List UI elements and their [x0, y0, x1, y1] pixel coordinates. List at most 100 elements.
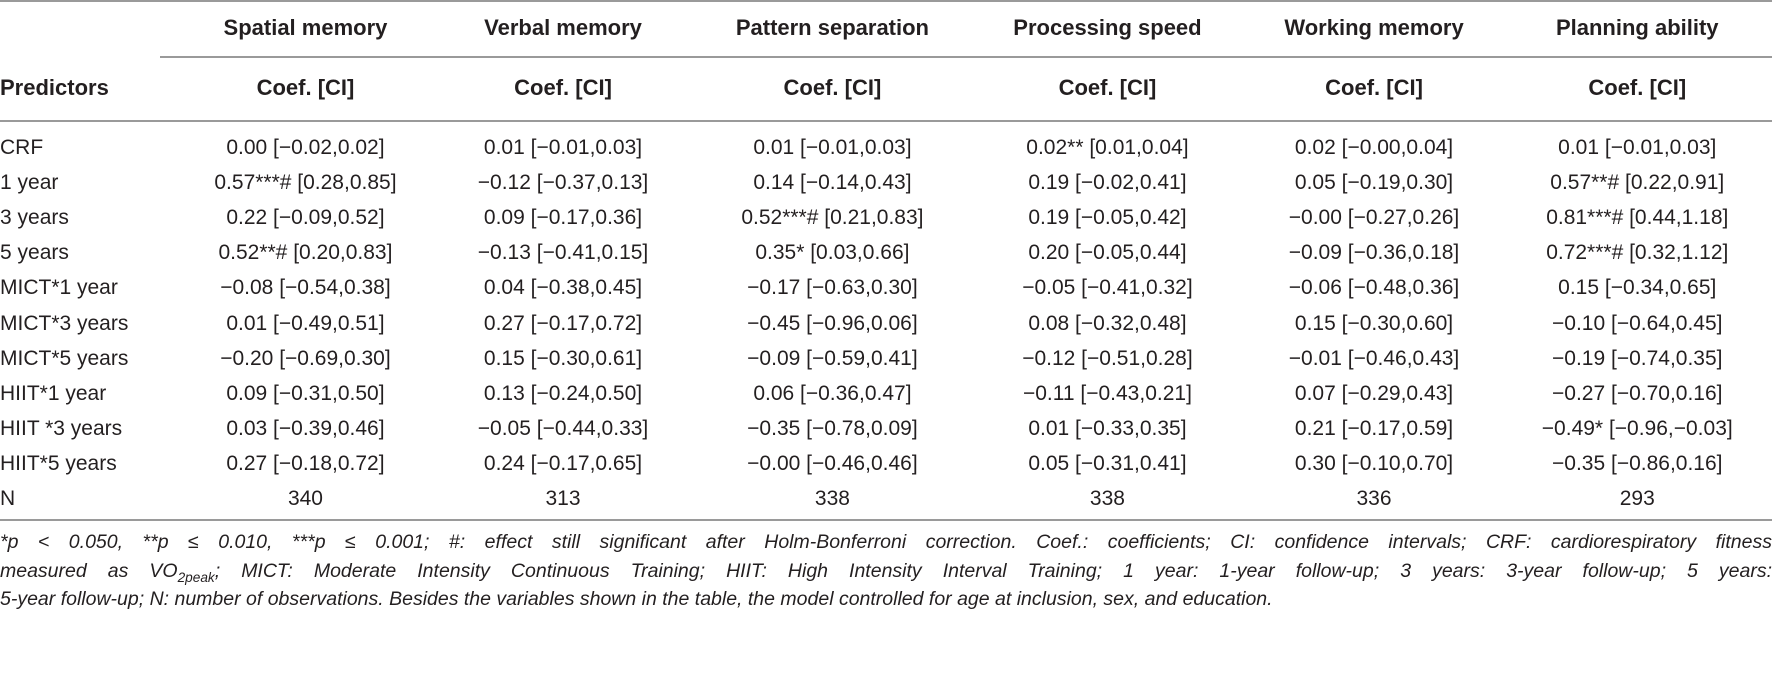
coef-cell: 0.01 [−0.01,0.03] — [483, 135, 643, 159]
coef-cell: −0.01 [−0.46,0.43] — [1288, 346, 1460, 370]
outcome-header: Processing speed — [1013, 15, 1202, 40]
coef-cell: 0.52***# [0.21,0.83] — [741, 205, 924, 229]
coef-cell: 0.81***# [0.44,1.18] — [1546, 205, 1729, 229]
top-rule — [0, 0, 1772, 2]
coef-cell: 0.14 [−0.14,0.43] — [753, 170, 912, 194]
outcome-header: Planning ability — [1555, 15, 1719, 40]
table-row: MICT*5 years −0.20 [−0.69,0.30] 0.15 [−0.3… — [0, 341, 1772, 376]
coef-header: Coef. [CI] — [783, 75, 882, 100]
coef-cell: 0.04 [−0.38,0.45] — [483, 276, 643, 300]
coef-cell: −0.10 [−0.64,0.45] — [1552, 311, 1723, 335]
sub-header-row: Predictors Coef. [CI] Coef. [CI] Coef. [… — [0, 56, 1772, 120]
predictor-label: MICT*3 years — [0, 311, 129, 335]
table-row: CRF 0.00 [−0.02,0.02] 0.01 [−0.01,0.03] 0.0… — [0, 120, 1772, 165]
coef-cell: 336 — [1356, 487, 1392, 511]
coef-cell: −0.12 [−0.51,0.28] — [1022, 346, 1193, 370]
coef-cell: −0.00 [−0.27,0.26] — [1288, 205, 1460, 229]
coef-cell: −0.19 [−0.74,0.35] — [1552, 346, 1723, 370]
coef-cell: 0.24 [−0.17,0.65] — [483, 452, 643, 476]
coef-cell: 338 — [1089, 487, 1125, 511]
coef-cell: 340 — [287, 487, 323, 511]
coef-cell: −0.11 [−0.43,0.21] — [1022, 381, 1192, 405]
predictor-label: CRF — [0, 135, 44, 159]
header-bottom-rule — [0, 120, 1772, 122]
coef-cell: 0.21 [−0.17,0.59] — [1294, 417, 1454, 441]
predictor-label: MICT*5 years — [0, 346, 129, 370]
coef-cell: −0.09 [−0.36,0.18] — [1288, 241, 1460, 265]
predictor-label: 1 year — [0, 170, 59, 194]
outcome-header-row: Spatial memory Verbal memory Pattern sep… — [0, 0, 1772, 56]
coef-cell: 0.08 [−0.32,0.48] — [1028, 311, 1187, 335]
coef-cell: −0.00 [−0.46,0.46] — [747, 452, 918, 476]
coef-cell: 0.22 [−0.09,0.52] — [226, 205, 385, 229]
table-row: 5 years 0.52**# [0.20,0.83] −0.13 [−0.41,0… — [0, 236, 1772, 271]
outcome-header: Pattern separation — [735, 15, 929, 40]
coef-cell: 0.72***# [0.32,1.12] — [1546, 241, 1729, 265]
table-footnote: *p < 0.050, **p ≤ 0.010, ***p ≤ 0.001; #… — [0, 528, 1772, 614]
table-row: N 340 313 338 338 336 293 — [0, 482, 1772, 517]
coef-cell: −0.45 [−0.96,0.06] — [747, 311, 918, 335]
header-underline — [160, 56, 1772, 58]
coef-cell: 0.27 [−0.17,0.72] — [483, 311, 643, 335]
coef-cell: −0.08 [−0.54,0.38] — [220, 276, 391, 300]
coef-cell: 0.05 [−0.19,0.30] — [1294, 170, 1454, 194]
coef-cell: 0.35* [0.03,0.66] — [755, 241, 910, 265]
footnote-line: *p < 0.050, **p ≤ 0.010, ***p ≤ 0.001; #… — [0, 531, 1772, 553]
coef-cell: 0.02 [−0.00,0.04] — [1294, 135, 1454, 159]
coef-cell: −0.05 [−0.41,0.32] — [1022, 276, 1193, 300]
coef-cell: 0.03 [−0.39,0.46] — [226, 417, 385, 441]
coef-cell: 0.07 [−0.29,0.43] — [1294, 381, 1454, 405]
predictor-label: MICT*1 year — [0, 276, 118, 300]
outcome-header: Verbal memory — [484, 15, 642, 40]
coef-cell: −0.05 [−0.44,0.33] — [477, 417, 649, 441]
coef-cell: −0.27 [−0.70,0.16] — [1552, 381, 1723, 405]
predictors-header: Predictors — [0, 75, 109, 100]
coef-cell: 0.57**# [0.22,0.91] — [1550, 170, 1725, 194]
outcome-header: Working memory — [1284, 15, 1464, 40]
coef-cell: 0.01 [−0.49,0.51] — [226, 311, 385, 335]
coef-cell: 0.09 [−0.31,0.50] — [226, 381, 385, 405]
predictor-label: 5 years — [0, 241, 69, 265]
footnote-line: 5-year follow-up; N: number of observati… — [0, 588, 1273, 611]
footnote-text: measured as VO — [0, 559, 178, 582]
coef-cell: 0.01 [−0.01,0.03] — [1558, 135, 1717, 159]
coef-cell: 0.27 [−0.18,0.72] — [226, 452, 385, 476]
coef-cell: 0.05 [−0.31,0.41] — [1028, 452, 1187, 476]
coef-cell: 0.00 [−0.02,0.02] — [226, 135, 385, 159]
coef-header: Coef. [CI] — [1588, 75, 1687, 100]
coef-cell: 313 — [545, 487, 581, 511]
empty-header-cell — [0, 0, 180, 56]
coef-cell: −0.20 [−0.69,0.30] — [220, 346, 391, 370]
coef-cell: −0.17 [−0.63,0.30] — [747, 276, 918, 300]
table-row: MICT*3 years 0.01 [−0.49,0.51] 0.27 [−0.17… — [0, 306, 1772, 341]
coef-cell: −0.35 [−0.86,0.16] — [1552, 452, 1723, 476]
coef-cell: 0.19 [−0.05,0.42] — [1028, 205, 1187, 229]
footnote-text: ; MICT: Moderate Intensity Continuous Tr… — [214, 559, 1772, 582]
coef-cell: 0.02** [0.01,0.04] — [1026, 135, 1189, 159]
predictor-label: HIIT *3 years — [0, 417, 123, 441]
coef-cell: 0.09 [−0.17,0.36] — [483, 205, 643, 229]
footnote-line: measured as VO2peak; MICT: Moderate Inte… — [0, 557, 1772, 586]
predictor-label: HIIT*1 year — [0, 381, 107, 405]
coef-cell: 338 — [814, 487, 850, 511]
coef-cell: 0.30 [−0.10,0.70] — [1294, 452, 1454, 476]
coef-cell: −0.13 [−0.41,0.15] — [477, 241, 649, 265]
coef-cell: 0.52**# [0.20,0.83] — [218, 241, 393, 265]
table-row: HIIT*1 year 0.09 [−0.31,0.50] 0.13 [−0.24,… — [0, 376, 1772, 411]
predictor-label: HIIT*5 years — [0, 452, 117, 476]
coef-header: Coef. [CI] — [1058, 75, 1157, 100]
coef-cell: 293 — [1619, 487, 1655, 511]
predictor-label: N — [0, 487, 16, 511]
outcome-header: Spatial memory — [223, 15, 388, 40]
coef-cell: 0.15 [−0.30,0.60] — [1294, 311, 1454, 335]
coef-cell: 0.15 [−0.30,0.61] — [483, 346, 643, 370]
coef-cell: 0.06 [−0.36,0.47] — [753, 381, 912, 405]
coef-cell: −0.35 [−0.78,0.09] — [747, 417, 918, 441]
table-row: MICT*1 year −0.08 [−0.54,0.38] 0.04 [−0.38… — [0, 271, 1772, 306]
coef-cell: 0.13 [−0.24,0.50] — [483, 381, 643, 405]
predictor-label: 3 years — [0, 205, 69, 229]
table-header: Spatial memory Verbal memory Pattern sep… — [0, 0, 1772, 120]
coef-cell: 0.01 [−0.01,0.03] — [753, 135, 912, 159]
footnote-subscript: 2peak — [177, 569, 215, 585]
